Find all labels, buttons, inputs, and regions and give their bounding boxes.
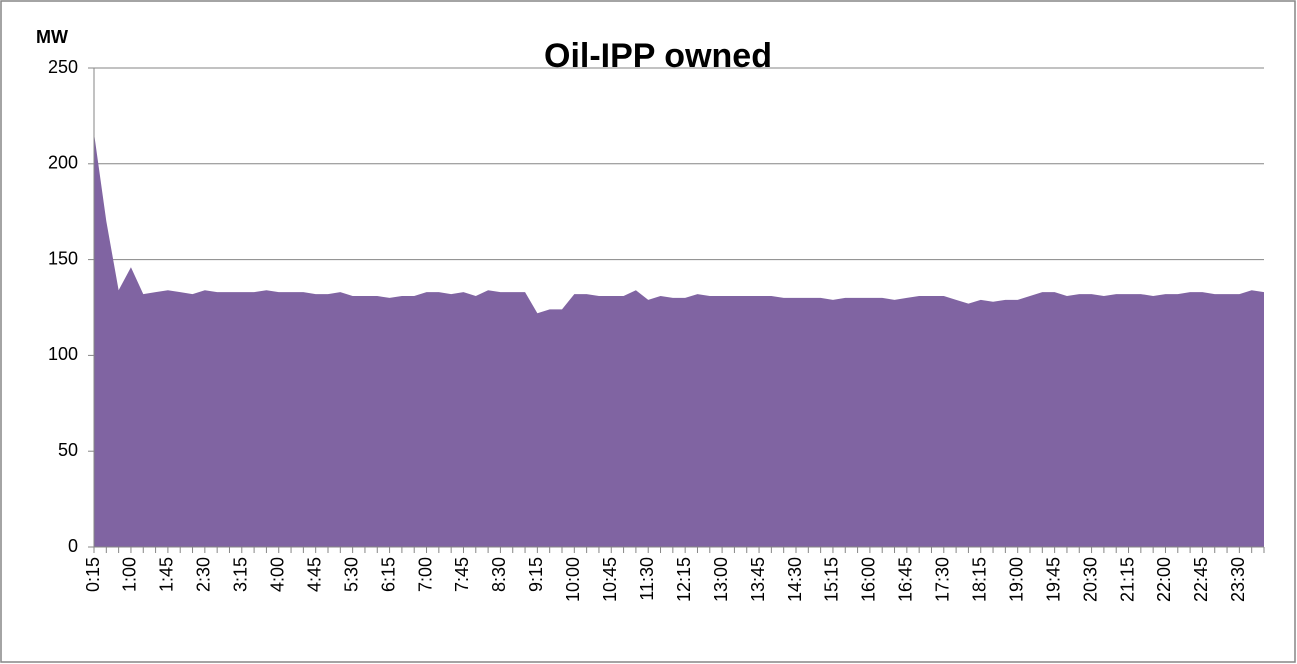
x-tick-label: 21:15 xyxy=(1117,557,1137,602)
x-tick-label: 19:45 xyxy=(1043,557,1063,602)
x-tick-label: 16:45 xyxy=(896,557,916,602)
y-tick-label: 200 xyxy=(48,153,78,173)
chart-title: Oil-IPP owned xyxy=(544,37,772,75)
x-tick-label: 23:30 xyxy=(1228,557,1248,602)
y-tick-label: 50 xyxy=(58,440,78,460)
x-tick-label: 3:15 xyxy=(231,557,251,592)
x-tick-label: 8:30 xyxy=(489,557,509,592)
x-tick-label: 7:45 xyxy=(452,557,472,592)
x-tick-label: 11:30 xyxy=(637,557,657,601)
x-tick-label: 16:00 xyxy=(859,557,879,602)
x-tick-label: 4:45 xyxy=(304,557,324,592)
y-tick-label: 250 xyxy=(48,57,78,77)
x-tick-label: 14:30 xyxy=(785,557,805,602)
y-axis-label: MW xyxy=(36,27,68,47)
x-tick-label: 22:00 xyxy=(1154,557,1174,602)
x-tick-label: 18:15 xyxy=(969,557,989,602)
x-tick-label: 12:15 xyxy=(674,557,694,602)
x-tick-label: 13:00 xyxy=(711,557,731,602)
x-tick-label: 15:15 xyxy=(822,557,842,602)
x-tick-label: 22:45 xyxy=(1191,557,1211,602)
x-tick-label: 1:45 xyxy=(157,557,177,592)
y-tick-label: 100 xyxy=(48,344,78,364)
x-tick-label: 9:15 xyxy=(526,557,546,592)
y-tick-label: 0 xyxy=(68,536,78,556)
x-tick-label: 0:15 xyxy=(83,557,103,592)
x-tick-label: 20:30 xyxy=(1080,557,1100,602)
plot xyxy=(94,133,1264,548)
x-tick-label: 19:00 xyxy=(1006,557,1026,602)
x-tick-label: 7:00 xyxy=(415,557,435,592)
x-tick-label: 5:30 xyxy=(341,557,361,592)
x-tick-label: 4:00 xyxy=(267,557,287,592)
x-tick-label: 6:15 xyxy=(378,557,398,592)
y-tick-label: 150 xyxy=(48,248,78,268)
area xyxy=(94,133,1264,548)
x-tick-label: 2:30 xyxy=(194,557,214,592)
x-tick-label: 17:30 xyxy=(933,557,953,602)
x-tick-label: 13:45 xyxy=(748,557,768,602)
x-tick-label: 10:45 xyxy=(600,557,620,602)
x-tick-label: 10:00 xyxy=(563,557,583,602)
x-tick-label: 1:00 xyxy=(120,557,140,592)
